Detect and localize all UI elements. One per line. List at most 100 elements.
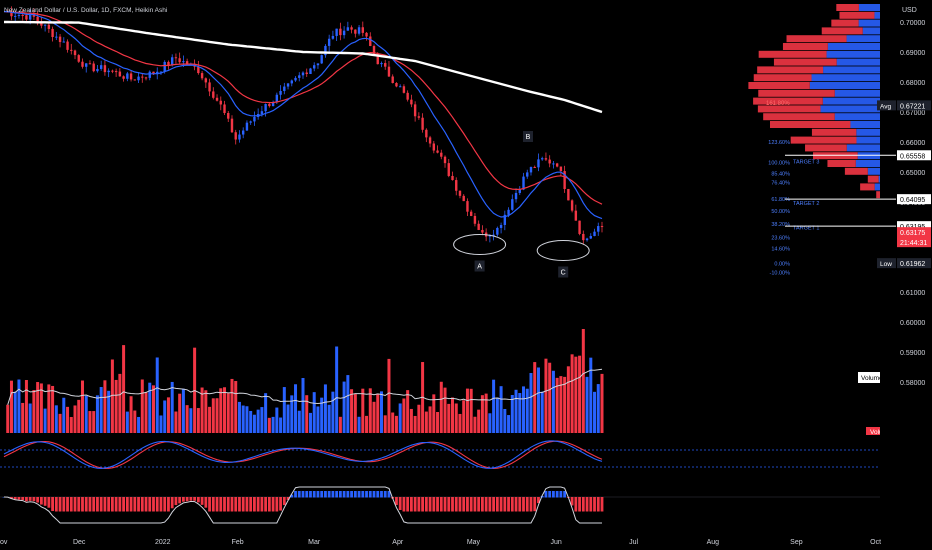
candle-body (372, 46, 376, 55)
volume-bar (223, 387, 227, 433)
fib-level-label: 14.60% (771, 247, 790, 253)
candle-body (103, 65, 107, 73)
ma-long-line (4, 20, 603, 114)
price-tag-bg-current (897, 227, 931, 248)
candle-body (77, 55, 80, 62)
volume-bar (312, 392, 316, 433)
candle-body (544, 158, 548, 160)
volume-bar (290, 395, 294, 433)
candle-body (170, 57, 174, 66)
macd-hist-bar (585, 497, 589, 512)
macd-hist-bar (77, 497, 81, 512)
candle-body (324, 45, 327, 56)
macd-hist-bar (241, 497, 245, 512)
candle-body (402, 86, 406, 93)
profile-bar-up (827, 43, 896, 50)
macd-hist-bar (114, 497, 118, 512)
profile-bar-down (821, 27, 863, 35)
macd-hist-bar (439, 497, 443, 512)
macd-hist-bar (342, 491, 346, 498)
profile-bar-up (836, 58, 896, 66)
macd-hist-bar (238, 497, 241, 512)
candle-body (458, 190, 462, 196)
macd-hist-bar (492, 497, 496, 512)
profile-bar-down (757, 105, 821, 113)
macd-hist-bar (563, 491, 567, 498)
volume-bar (417, 404, 421, 433)
candle-body (499, 224, 503, 228)
profile-bar-down (758, 50, 827, 58)
volume-bar (596, 384, 600, 433)
profile-bar-up (862, 27, 896, 35)
macd-hist-bar (402, 497, 406, 512)
volume-bar (331, 391, 335, 433)
volume-bar (103, 380, 107, 433)
volume-bar (503, 408, 507, 433)
volume-bar (510, 394, 514, 433)
profile-bar-down (860, 183, 875, 191)
profile-bar-down (790, 136, 857, 144)
volume-bar (144, 392, 148, 433)
volume-bar (21, 402, 25, 433)
candle-body (387, 66, 391, 77)
macd-hist-bar (163, 497, 167, 512)
candle-body (327, 38, 331, 46)
time-tick-label: Aug (707, 539, 720, 546)
macd-hist-bar (522, 497, 525, 512)
macd-hist-bar (167, 497, 170, 512)
candle-body (309, 68, 312, 74)
macd-hist-bar (200, 497, 204, 505)
macd-hist-bar (69, 497, 73, 512)
candle-body (354, 29, 357, 34)
volume-bar (357, 416, 361, 433)
profile-bar-down (753, 74, 812, 82)
price-tag-bg-avg (897, 100, 931, 111)
volume-bar (443, 387, 447, 433)
macd-hist-bar (170, 497, 174, 509)
candle-body (503, 214, 507, 225)
volume-bar (350, 389, 354, 433)
volume-bar (454, 403, 458, 433)
candle-body (350, 27, 353, 30)
volume-bar (548, 362, 552, 433)
price-tag-bg-level-1 (897, 150, 931, 161)
macd-hist-bar (245, 497, 249, 512)
macd-hist-bar (159, 497, 163, 512)
candle-body (174, 57, 178, 59)
candle-body (99, 65, 103, 69)
macd-hist-bar (518, 497, 522, 512)
candle-body (413, 104, 417, 117)
volume-bar (125, 411, 129, 433)
candle-body (369, 36, 372, 47)
time-axis[interactable]: ov Dec 2022 Feb Mar Apr May Jun Jul Aug Sep Oct (0, 539, 881, 546)
macd-hist-bar (54, 497, 58, 512)
volume-bar (551, 370, 555, 433)
macd-hist-bar (226, 497, 230, 512)
moving-averages (4, 11, 603, 220)
candle-body (563, 171, 566, 190)
price-axis[interactable]: 0.70000 0.69000 0.68000 0.67000 0.66000 0.650… (785, 0, 932, 550)
candle-body (305, 72, 308, 74)
volume-bar (488, 413, 492, 433)
volume-bar (559, 376, 563, 433)
candle-body (582, 233, 585, 241)
fib-level-label: 76.40% (771, 181, 790, 187)
macd-hist-bar (122, 497, 125, 512)
time-tick-label: Mar (308, 539, 321, 546)
macd-hist-bar (466, 497, 469, 512)
volume-bar (581, 329, 585, 433)
volume-bar (47, 384, 51, 433)
volume-bar (574, 356, 578, 433)
candle-body (47, 24, 51, 29)
price-tick-label: 0.58000 (900, 380, 925, 387)
profile-bar-down (753, 97, 823, 105)
candle-body (197, 66, 200, 74)
volume-bar (107, 390, 111, 433)
candle-body (204, 78, 208, 83)
candle-body (25, 15, 28, 20)
fib-level-label: -10.00% (770, 271, 791, 277)
candle-body (447, 163, 450, 176)
price-tag-name-bg (877, 100, 896, 111)
